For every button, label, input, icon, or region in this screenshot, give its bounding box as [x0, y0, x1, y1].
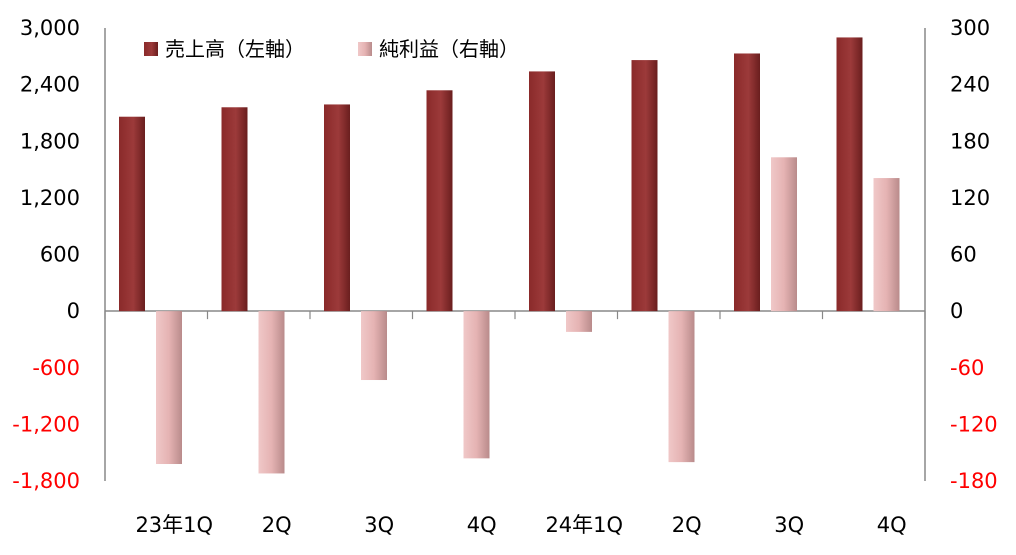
bar-sales: [426, 90, 453, 312]
bar-sales: [529, 71, 555, 312]
category-label: 2Q: [262, 513, 292, 537]
bar-sales: [836, 37, 863, 312]
bar-sales: [221, 107, 248, 312]
left-tick-label: -600: [32, 356, 80, 380]
right-tick-label: 240: [950, 73, 990, 97]
left-tick-label: 1,800: [20, 129, 80, 153]
bars: [119, 37, 900, 474]
legend-label-sales: 売上高（左軸）: [165, 37, 305, 61]
bar-net-income: [463, 311, 490, 459]
bar-sales: [734, 53, 760, 312]
category-label: 4Q: [877, 513, 907, 537]
bar-net-income: [668, 311, 695, 463]
bar-net-income: [361, 311, 387, 381]
right-tick-label: -60: [950, 356, 984, 380]
bar-sales: [119, 116, 145, 312]
left-tick-label: 1,200: [20, 186, 80, 210]
left-tick-label: 3,000: [20, 16, 80, 40]
right-tick-label: 60: [950, 243, 977, 267]
left-tick-label: -1,800: [12, 469, 80, 493]
left-tick-label: 600: [40, 243, 80, 267]
category-labels: 23年1Q 2Q 3Q 4Q 24年1Q 2Q 3Q 4Q: [135, 513, 906, 537]
legend-swatch-net-income: [358, 42, 372, 56]
bar-sales: [324, 104, 350, 312]
bar-net-income: [873, 178, 900, 312]
category-label: 4Q: [467, 513, 497, 537]
legend-label-net-income: 純利益（右軸）: [379, 37, 519, 61]
category-label: 24年1Q: [545, 513, 623, 537]
right-tick-label: 180: [950, 129, 990, 153]
right-tick-label: -180: [950, 469, 998, 493]
legend: 売上高（左軸） 純利益（右軸）: [144, 37, 519, 61]
left-axis-ticks: 3,000 2,400 1,800 1,200 600 0 -600 -1,200 -1,800: [12, 16, 80, 493]
legend-swatch-sales: [144, 42, 158, 56]
category-tick-marks: [104, 311, 926, 320]
right-axis-ticks: 300 240 180 120 60 0 -60 -120 -180: [950, 16, 998, 493]
bar-net-income: [156, 311, 182, 465]
right-tick-label: 0: [950, 299, 963, 323]
bar-net-income: [258, 311, 285, 474]
category-label: 3Q: [364, 513, 394, 537]
right-tick-label: -120: [950, 412, 998, 436]
left-tick-label: 0: [67, 299, 80, 323]
category-label: 23年1Q: [135, 513, 213, 537]
bar-net-income: [566, 311, 592, 332]
bar-sales: [631, 60, 658, 312]
right-tick-label: 120: [950, 186, 990, 210]
left-tick-label: 2,400: [20, 73, 80, 97]
left-tick-label: -1,200: [12, 412, 80, 436]
category-label: 3Q: [774, 513, 804, 537]
category-label: 2Q: [672, 513, 702, 537]
right-tick-label: 300: [950, 16, 990, 40]
bar-net-income: [771, 157, 797, 312]
